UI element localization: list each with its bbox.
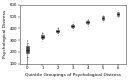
- PathPatch shape: [41, 35, 44, 38]
- PathPatch shape: [26, 46, 29, 53]
- X-axis label: Quintile Groupings of Psychological Distress: Quintile Groupings of Psychological Dist…: [25, 73, 121, 77]
- PathPatch shape: [86, 21, 89, 23]
- PathPatch shape: [71, 25, 74, 27]
- Y-axis label: Psychological Distress: Psychological Distress: [3, 10, 7, 58]
- PathPatch shape: [102, 17, 104, 19]
- PathPatch shape: [56, 30, 59, 32]
- PathPatch shape: [117, 13, 119, 15]
